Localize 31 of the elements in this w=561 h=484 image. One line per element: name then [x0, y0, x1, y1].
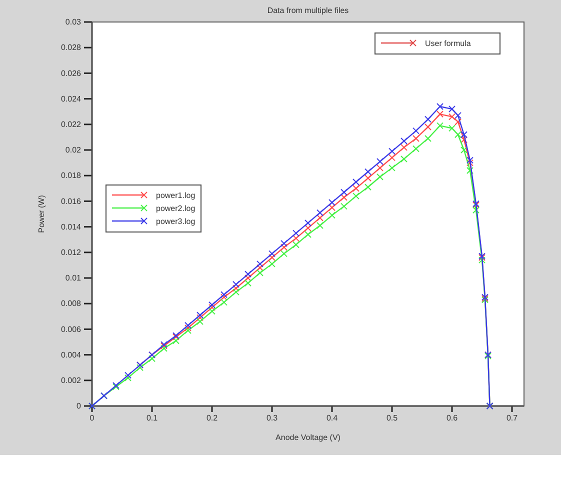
y-tick-label: 0.018 [60, 171, 82, 180]
legend-label: User formula [425, 39, 472, 48]
legend-label: power1.log [156, 191, 196, 200]
x-tick-label: 0.7 [506, 414, 518, 423]
y-tick-label: 0.026 [60, 68, 82, 78]
y-tick-label: 0 [76, 402, 82, 411]
chart-title: Data from multiple files [267, 6, 349, 15]
y-tick-label: 0.004 [60, 350, 82, 360]
y-tick-label: 0.002 [60, 376, 82, 385]
legend-label: power2.log [156, 204, 196, 213]
y-tick-label: 0.028 [60, 43, 82, 52]
x-tick-label: 0.1 [146, 414, 158, 423]
y-tick-label: 0.006 [60, 324, 82, 334]
y-tick-label: 0.024 [60, 94, 82, 104]
y-tick-label: 0.02 [65, 146, 82, 155]
x-tick-label: 0.5 [386, 414, 398, 423]
y-tick-label: 0.014 [60, 222, 82, 232]
y-tick-label: 0.01 [65, 274, 82, 283]
y-tick-label: 0.008 [60, 299, 82, 308]
x-tick-label: 0.2 [206, 414, 218, 423]
x-tick-label: 0.6 [446, 414, 458, 423]
y-tick-label: 0.016 [60, 196, 82, 206]
x-axis-title: Anode Voltage (V) [276, 433, 341, 442]
y-tick-label: 0.022 [60, 120, 82, 129]
x-tick-label: 0.3 [266, 414, 278, 423]
y-tick-label: 0.012 [60, 248, 82, 257]
x-tick-label: 0.4 [326, 414, 338, 423]
x-tick-label: 0 [90, 414, 95, 423]
y-tick-label: 0.03 [65, 18, 82, 27]
legend-label: power3.log [156, 217, 196, 226]
y-axis-title: Power (W) [37, 194, 46, 233]
